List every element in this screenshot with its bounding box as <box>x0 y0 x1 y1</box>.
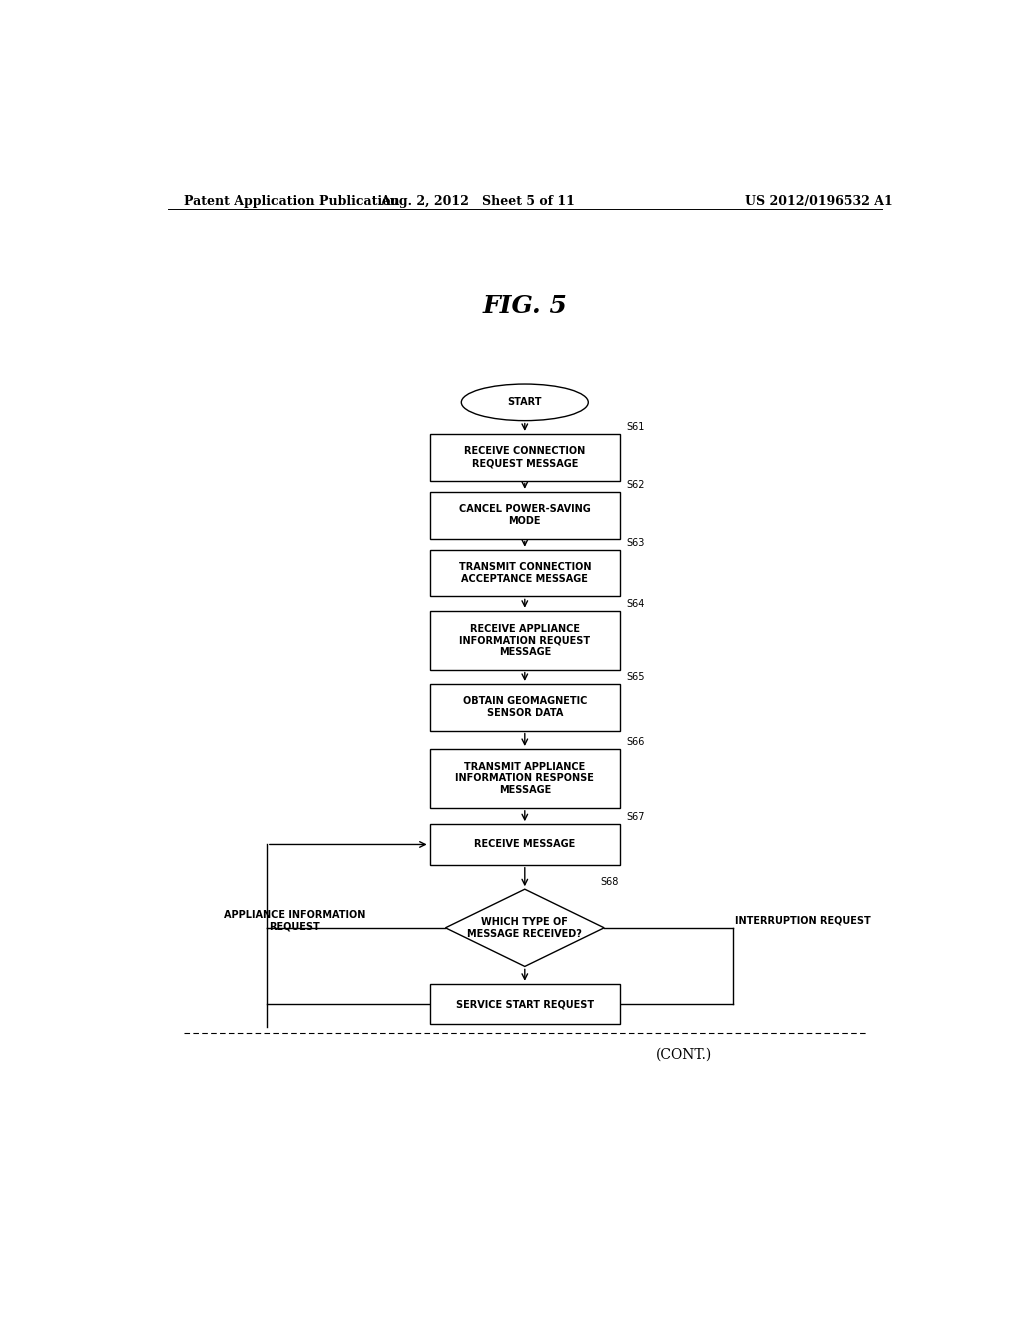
Ellipse shape <box>461 384 588 421</box>
Text: WHICH TYPE OF
MESSAGE RECEIVED?: WHICH TYPE OF MESSAGE RECEIVED? <box>467 917 583 939</box>
Text: START: START <box>508 397 542 408</box>
Text: S67: S67 <box>627 812 645 822</box>
Text: US 2012/0196532 A1: US 2012/0196532 A1 <box>744 194 892 207</box>
Text: Aug. 2, 2012   Sheet 5 of 11: Aug. 2, 2012 Sheet 5 of 11 <box>380 194 574 207</box>
Text: CANCEL POWER-SAVING
MODE: CANCEL POWER-SAVING MODE <box>459 504 591 525</box>
Text: S68: S68 <box>600 878 618 887</box>
Text: INTERRUPTION REQUEST: INTERRUPTION REQUEST <box>735 916 870 925</box>
Text: (CONT.): (CONT.) <box>655 1048 712 1061</box>
FancyBboxPatch shape <box>430 983 620 1024</box>
Text: RECEIVE MESSAGE: RECEIVE MESSAGE <box>474 840 575 850</box>
Text: S64: S64 <box>627 599 645 609</box>
FancyBboxPatch shape <box>430 684 620 731</box>
FancyBboxPatch shape <box>430 611 620 669</box>
Text: RECEIVE CONNECTION
REQUEST MESSAGE: RECEIVE CONNECTION REQUEST MESSAGE <box>464 446 586 469</box>
Text: OBTAIN GEOMAGNETIC
SENSOR DATA: OBTAIN GEOMAGNETIC SENSOR DATA <box>463 697 587 718</box>
Text: S66: S66 <box>627 737 645 747</box>
Text: SERVICE START REQUEST: SERVICE START REQUEST <box>456 999 594 1008</box>
Text: TRANSMIT APPLIANCE
INFORMATION RESPONSE
MESSAGE: TRANSMIT APPLIANCE INFORMATION RESPONSE … <box>456 762 594 795</box>
FancyBboxPatch shape <box>430 492 620 539</box>
Text: RECEIVE APPLIANCE
INFORMATION REQUEST
MESSAGE: RECEIVE APPLIANCE INFORMATION REQUEST ME… <box>459 623 591 657</box>
Text: APPLIANCE INFORMATION
REQUEST: APPLIANCE INFORMATION REQUEST <box>224 909 366 932</box>
Text: S65: S65 <box>627 672 645 682</box>
FancyBboxPatch shape <box>430 748 620 808</box>
Text: S63: S63 <box>627 537 645 548</box>
FancyBboxPatch shape <box>430 549 620 597</box>
Text: TRANSMIT CONNECTION
ACCEPTANCE MESSAGE: TRANSMIT CONNECTION ACCEPTANCE MESSAGE <box>459 562 591 583</box>
FancyBboxPatch shape <box>430 434 620 480</box>
Polygon shape <box>445 890 604 966</box>
Text: FIG. 5: FIG. 5 <box>482 294 567 318</box>
Text: S61: S61 <box>627 422 645 432</box>
FancyBboxPatch shape <box>430 824 620 865</box>
Text: Patent Application Publication: Patent Application Publication <box>183 194 399 207</box>
Text: S62: S62 <box>627 479 645 490</box>
